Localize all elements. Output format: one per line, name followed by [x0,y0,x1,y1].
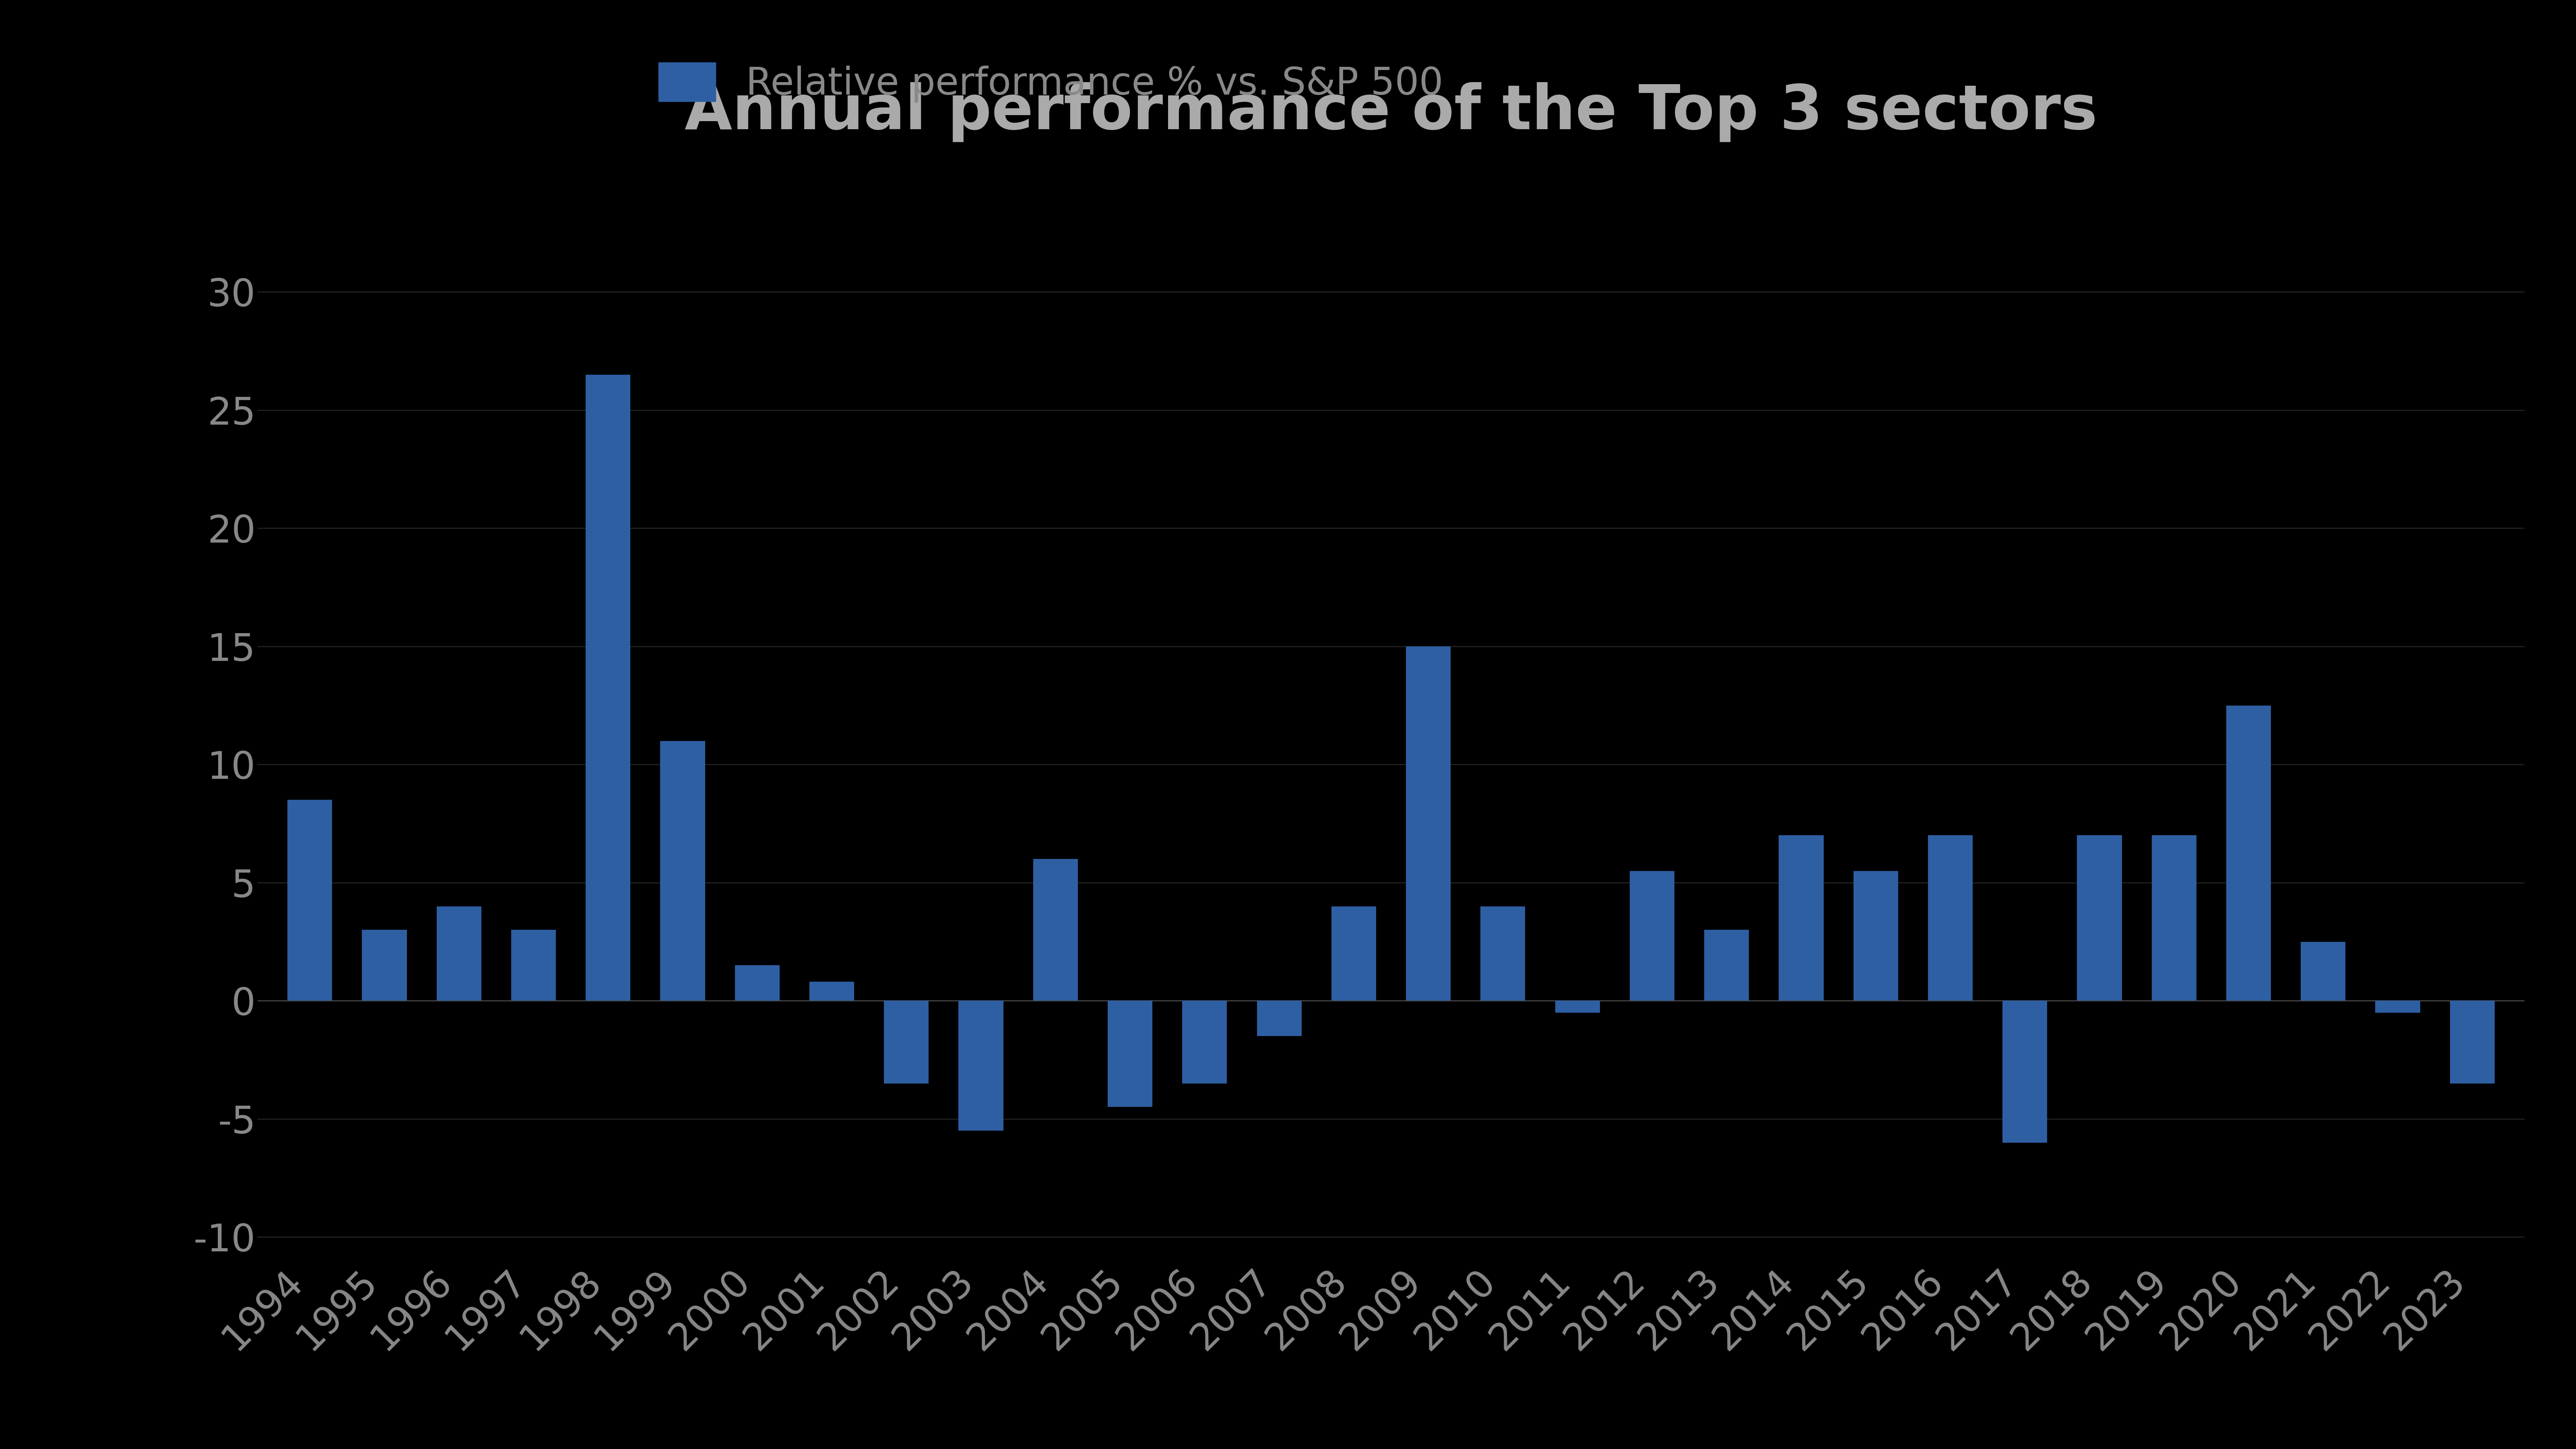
Bar [289,800,332,1001]
Bar [1481,906,1525,1001]
Bar [734,965,781,1001]
Bar [1257,1001,1301,1036]
Bar [1182,1001,1226,1084]
Bar [2300,942,2347,1001]
Bar [1852,871,1899,1001]
Bar [1033,859,1077,1001]
Bar [1332,906,1376,1001]
Bar [958,1001,1002,1130]
Legend: Relative performance % vs. S&P 500: Relative performance % vs. S&P 500 [659,62,1443,103]
Bar [2450,1001,2494,1084]
Bar [2002,1001,2048,1142]
Bar [1406,646,1450,1001]
Bar [363,930,407,1001]
Bar [1705,930,1749,1001]
Bar [1631,871,1674,1001]
Bar [809,982,855,1001]
Bar [884,1001,930,1084]
Bar [2226,706,2272,1001]
Bar [659,740,706,1001]
Bar [2076,836,2123,1001]
Bar [435,906,482,1001]
Bar [2375,1001,2419,1013]
Bar [510,930,556,1001]
Bar [1927,836,1973,1001]
Title: Annual performance of the Top 3 sectors: Annual performance of the Top 3 sectors [685,83,2097,142]
Bar [2151,836,2197,1001]
Bar [585,375,631,1001]
Bar [1780,836,1824,1001]
Bar [1108,1001,1151,1107]
Bar [1556,1001,1600,1013]
